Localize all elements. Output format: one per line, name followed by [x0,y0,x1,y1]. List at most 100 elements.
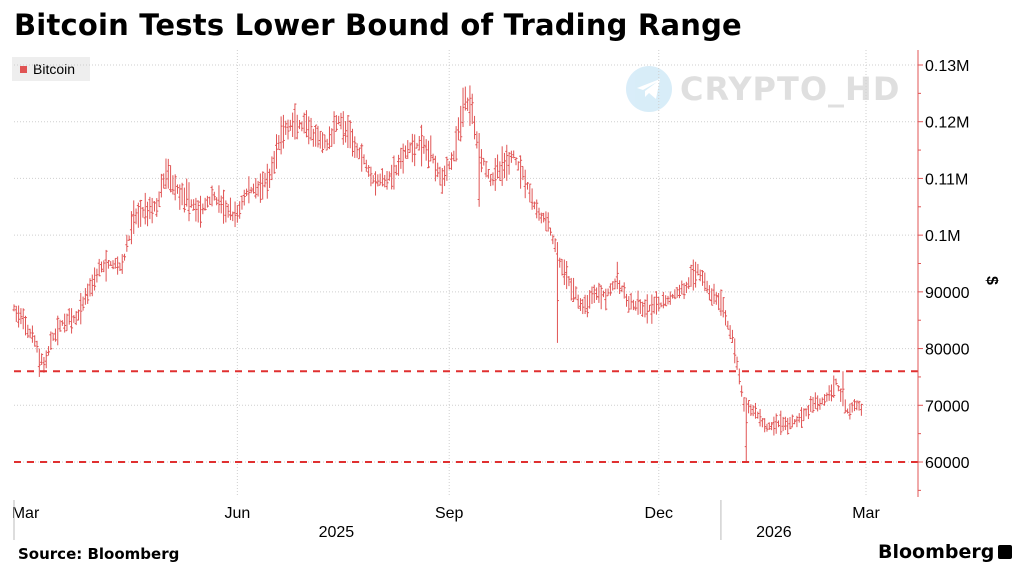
ohlc-bar [438,166,442,186]
ohlc-bar [500,146,504,186]
ohlc-bar [588,290,592,309]
legend: Bitcoin [12,57,90,81]
ohlc-bar [551,234,555,245]
ohlc-bar [33,335,37,347]
ohlc-bar [327,126,331,150]
ohlc-bar [496,154,500,179]
ohlc-bar [703,272,707,291]
ohlc-bar [74,311,78,326]
ohlc-bar [719,289,723,316]
ohlc-bar [251,183,255,194]
ohlc-bar [155,198,159,217]
ohlc-bar [459,105,463,142]
ohlc-bar [360,143,364,172]
ohlc-bar [569,277,573,301]
ohlc-bar [185,178,189,207]
ohlc-bar [383,174,387,188]
ohlc-bar [645,294,649,324]
ohlc-bar [753,402,757,419]
ohlc-bar [242,189,246,206]
ohlc-bar [362,154,366,165]
ohlc-bar [781,416,785,432]
ohlc-bar [553,238,557,253]
ohlc-bar [521,165,525,181]
ohlc-bar [726,320,730,330]
ohlc-bar [210,185,214,207]
ohlc-bar [100,261,104,273]
ohlc-bar [661,291,665,309]
ohlc-bar [749,404,753,416]
x-tick-label: Sep [435,505,464,522]
ohlc-bar [735,356,739,370]
ohlc-bar [123,253,127,261]
ohlc-bar [664,295,668,307]
ohlc-bar [228,197,232,221]
y-unit-label: $ [983,276,1000,285]
y-tick-label: 0.12M [925,115,969,132]
ohlc-bar [691,259,695,291]
ohlc-bar [705,280,709,293]
ohlc-bar [344,121,348,143]
ohlc-bar [406,140,410,160]
ohlc-bar [829,384,833,402]
ohlc-bar [189,199,193,208]
ohlc-bar [187,182,191,222]
ohlc-bar [295,114,299,140]
ohlc-bar [560,258,564,276]
ohlc-bar [268,168,272,188]
ohlc-bar [657,296,661,312]
ohlc-bar [627,296,631,313]
ohlc-bar [311,128,315,147]
ohlc-bar [802,408,806,422]
x-year-label: 2025 [319,524,355,541]
ohlc-bar [615,261,619,290]
ohlc-bar [772,416,776,436]
ohlc-bar [562,259,566,286]
ohlc-bar [81,296,85,311]
ohlc-bar [528,183,532,203]
ohlc-bar [486,168,490,179]
ohlc-bar [597,282,601,303]
ohlc-bar [440,168,444,194]
ohlc-bar [806,404,810,420]
ohlc-bar [850,402,854,413]
y-tick-label: 60000 [925,455,970,472]
ohlc-bar [466,97,470,111]
ohlc-bar [546,212,550,232]
ohlc-bar [63,313,67,333]
ohlc-bar [219,195,223,214]
ohlc-bar [316,125,320,148]
ohlc-bar [152,201,156,212]
ohlc-bar [364,159,368,172]
ohlc-bar [484,161,488,178]
ohlc-bar [682,283,686,300]
ohlc-bar [800,407,804,428]
ohlc-bar [475,131,479,149]
ohlc-bar [235,204,239,223]
ohlc-bar [321,132,325,154]
ohlc-bar [256,180,260,197]
ohlc-bar [613,278,617,290]
ohlc-bar [224,200,228,223]
ohlc-bar [139,199,143,227]
ohlc-bar [49,331,53,351]
ohlc-bar [470,93,474,125]
ohlc-bar [601,290,605,298]
ohlc-bar [79,292,83,325]
ohlc-bar [51,332,55,341]
ohlc-bar [519,155,523,189]
ohlc-bar [226,203,230,218]
ohlc-bar [222,189,226,224]
ohlc-bar [254,177,258,199]
ohlc-bar [95,268,99,283]
ohlc-bar [555,242,559,343]
ohlc-bar [97,258,101,277]
ohlc-bar [265,163,269,199]
ohlc-bar [652,296,656,314]
ohlc-bar [65,313,69,332]
ohlc-bar [334,115,338,132]
ohlc-bar [756,411,760,419]
ohlc-bar [493,158,497,191]
ohlc-bar [162,173,166,189]
ohlc-bar [387,171,391,181]
